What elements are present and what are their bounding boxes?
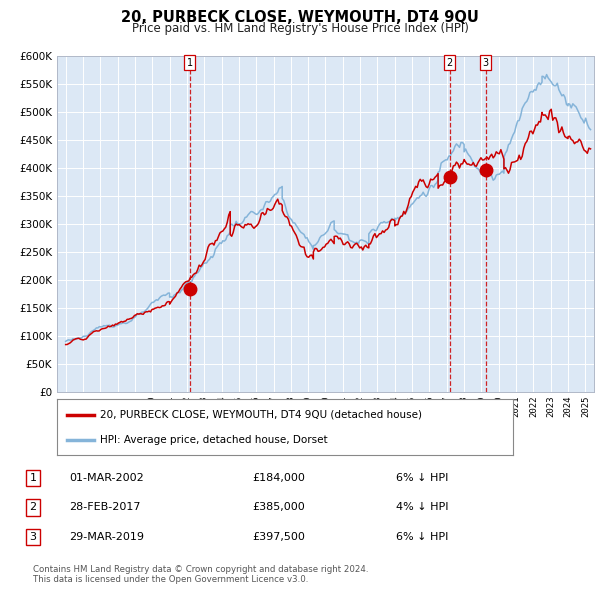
Text: 01-MAR-2002: 01-MAR-2002: [69, 473, 144, 483]
Text: £184,000: £184,000: [252, 473, 305, 483]
Text: Contains HM Land Registry data © Crown copyright and database right 2024.
This d: Contains HM Land Registry data © Crown c…: [33, 565, 368, 584]
Text: £397,500: £397,500: [252, 532, 305, 542]
Text: 20, PURBECK CLOSE, WEYMOUTH, DT4 9QU (detached house): 20, PURBECK CLOSE, WEYMOUTH, DT4 9QU (de…: [100, 409, 422, 419]
Text: 4% ↓ HPI: 4% ↓ HPI: [396, 503, 449, 512]
Text: HPI: Average price, detached house, Dorset: HPI: Average price, detached house, Dors…: [100, 435, 328, 445]
Text: 2: 2: [446, 58, 452, 68]
Text: 3: 3: [29, 532, 37, 542]
Text: 1: 1: [29, 473, 37, 483]
Text: 3: 3: [482, 58, 489, 68]
Text: 20, PURBECK CLOSE, WEYMOUTH, DT4 9QU: 20, PURBECK CLOSE, WEYMOUTH, DT4 9QU: [121, 10, 479, 25]
Text: 2: 2: [29, 503, 37, 512]
Text: 6% ↓ HPI: 6% ↓ HPI: [396, 473, 448, 483]
Text: 29-MAR-2019: 29-MAR-2019: [69, 532, 144, 542]
Text: Price paid vs. HM Land Registry's House Price Index (HPI): Price paid vs. HM Land Registry's House …: [131, 22, 469, 35]
Text: 1: 1: [187, 58, 193, 68]
Text: 28-FEB-2017: 28-FEB-2017: [69, 503, 140, 512]
Text: 6% ↓ HPI: 6% ↓ HPI: [396, 532, 448, 542]
Text: £385,000: £385,000: [252, 503, 305, 512]
